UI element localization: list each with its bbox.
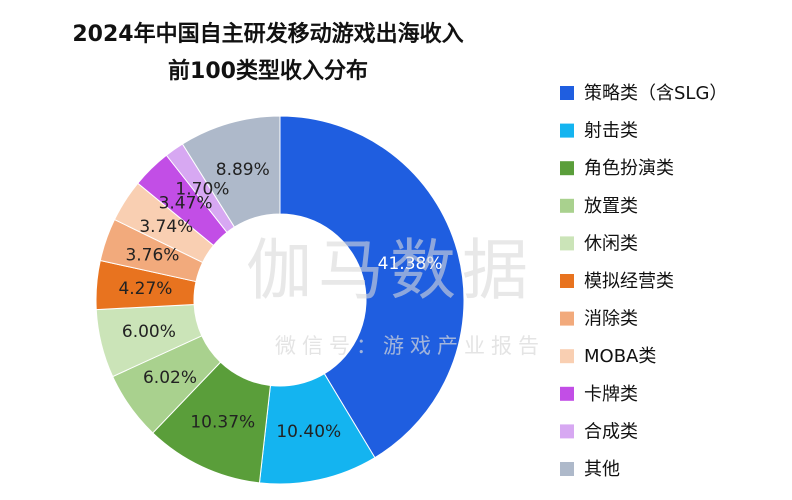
data-label: 3.47%	[159, 193, 213, 213]
legend-label: 合成类	[584, 421, 638, 442]
data-label: 3.76%	[125, 246, 179, 266]
legend-label: 放置类	[584, 196, 638, 217]
data-label: 8.89%	[216, 160, 270, 180]
legend-label: 卡牌类	[584, 384, 638, 405]
legend-label: 其他	[584, 459, 620, 480]
legend-label: 策略类（含SLG）	[584, 83, 727, 104]
legend-label: 休闲类	[584, 233, 638, 254]
legend-label: 角色扮演类	[584, 158, 674, 179]
legend-swatch	[560, 462, 574, 476]
legend-swatch	[560, 386, 574, 401]
legend-swatch	[560, 161, 574, 176]
donut-segment	[279, 115, 465, 459]
data-label: 6.00%	[122, 322, 176, 342]
data-label: 10.37%	[190, 412, 255, 432]
watermark: 伽马数据	[246, 232, 534, 309]
legend-swatch	[560, 424, 574, 439]
legend-label: MOBA类	[584, 346, 656, 367]
legend-swatch	[560, 311, 574, 326]
legend-label: 射击类	[584, 121, 638, 142]
data-label: 41.38%	[378, 254, 443, 274]
legend-label: 消除类	[584, 309, 638, 330]
legend-swatch	[560, 236, 574, 251]
legend-swatch	[560, 274, 574, 288]
legend-swatch	[560, 123, 574, 138]
legend-swatch	[560, 86, 574, 100]
chart-title: 前100类型收入分布	[168, 58, 368, 84]
watermark: 微信号：游戏产业报告	[275, 334, 545, 358]
legend-label: 模拟经营类	[584, 271, 674, 292]
donut	[95, 115, 465, 485]
donut-segment	[181, 115, 281, 228]
data-label: 6.02%	[143, 368, 197, 388]
legend-swatch	[560, 198, 574, 213]
legend-swatch	[560, 349, 574, 364]
chart-title: 2024年中国自主研发移动游戏出海收入	[72, 21, 463, 47]
data-label: 4.27%	[118, 279, 172, 299]
data-label: 3.74%	[139, 217, 193, 237]
data-label: 10.40%	[276, 422, 341, 442]
data-label: 1.70%	[175, 180, 229, 200]
data-labels: 41.38% 10.40% 10.37% 6.02% 6.00% 4.27% 3.76% 3.…	[118, 160, 442, 442]
